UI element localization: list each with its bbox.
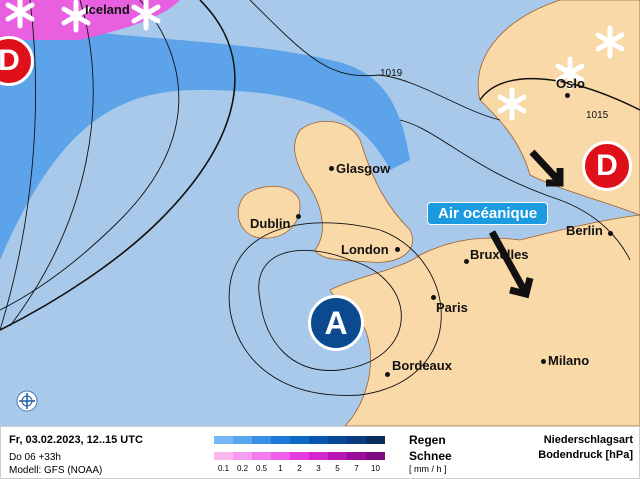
- city-label-glasgow: Glasgow: [336, 161, 391, 176]
- rain-swatch: [366, 436, 385, 444]
- snow-icon: [555, 56, 585, 90]
- rain-swatch: [214, 436, 233, 444]
- city-label-paris: Paris: [436, 300, 468, 315]
- wind-arrow-icon: [488, 149, 564, 299]
- snow-swatch: [347, 452, 366, 460]
- legend-title-pressure: Bodendruck [hPa]: [538, 449, 633, 461]
- snow-label: Schnee: [409, 449, 452, 463]
- snow-swatch: [252, 452, 271, 460]
- high-pressure-marker: A: [308, 295, 364, 351]
- scale-label: 0.2: [236, 464, 249, 473]
- snow-icon: [131, 0, 161, 31]
- snow-icon: [497, 87, 527, 121]
- snow-swatch: [233, 452, 252, 460]
- rain-swatch: [347, 436, 366, 444]
- snow-color-scale: [214, 452, 385, 460]
- rain-swatch: [309, 436, 328, 444]
- rain-swatch: [328, 436, 347, 444]
- land-great-britain: [294, 121, 413, 263]
- city-dot: [608, 231, 613, 236]
- rain-area: [0, 20, 410, 260]
- snow-icon: [61, 0, 91, 33]
- city-dot: [329, 166, 334, 171]
- city-dot: [385, 372, 390, 377]
- forecast-step: Do 06 +33h: [9, 452, 61, 463]
- rain-swatch: [233, 436, 252, 444]
- scale-label: 7: [354, 464, 359, 473]
- scale-labels: 0.1 0.2 0.5 1 2 3 5 7 10: [214, 464, 385, 473]
- city-label-dublin: Dublin: [250, 216, 291, 231]
- legend-title-precipitation: Niederschlagsart: [543, 434, 633, 446]
- snow-swatch: [214, 452, 233, 460]
- scale-label: 5: [335, 464, 340, 473]
- map-layer: [0, 0, 640, 426]
- low-pressure-marker: D: [0, 36, 34, 86]
- city-label-bordeaux: Bordeaux: [392, 358, 452, 373]
- rain-swatch: [290, 436, 309, 444]
- rain-swatch: [271, 436, 290, 444]
- city-label-london: London: [341, 242, 389, 257]
- snow-icon: [5, 0, 35, 29]
- city-label-bruxelles: Bruxelles: [470, 247, 529, 262]
- unit-label: [ mm / h ]: [409, 464, 447, 474]
- weather-map: Iceland D D A 1019 1015 Air océanique Gl…: [0, 0, 640, 426]
- low-pressure-marker: D: [582, 141, 632, 191]
- city-dot: [464, 259, 469, 264]
- city-dot: [565, 93, 570, 98]
- rain-swatch: [252, 436, 271, 444]
- wind-arrows: [488, 149, 564, 299]
- rain-color-scale: [214, 436, 385, 444]
- model-name: Modell: GFS (NOAA): [9, 465, 103, 476]
- isobars: [0, 0, 640, 396]
- city-dot: [296, 214, 301, 219]
- scale-label: 3: [316, 464, 321, 473]
- scale-label: 0.5: [255, 464, 268, 473]
- snow-swatch: [271, 452, 290, 460]
- snow-swatch: [309, 452, 328, 460]
- isobar-label: 1015: [586, 110, 609, 121]
- datetime: Fr, 03.02.2023, 12..15 UTC: [9, 434, 143, 446]
- snow-icon: [595, 25, 625, 59]
- scale-label: 1: [278, 464, 283, 473]
- scale-label: 10: [371, 464, 380, 473]
- legend-footer: Fr, 03.02.2023, 12..15 UTC Do 06 +33h Mo…: [0, 426, 640, 479]
- city-dot: [541, 359, 546, 364]
- isobar-label: 1019: [380, 68, 403, 79]
- compass-icon[interactable]: [16, 390, 38, 412]
- city-dot: [395, 247, 400, 252]
- snow-swatch: [328, 452, 347, 460]
- city-dot: [431, 295, 436, 300]
- city-label-milano: Milano: [548, 353, 590, 368]
- city-label-oslo: Oslo: [556, 76, 585, 91]
- land-ireland: [237, 186, 301, 239]
- city-label-berlin: Berlin: [566, 223, 603, 238]
- scale-label: 0.1: [217, 464, 230, 473]
- scale-label: 2: [297, 464, 302, 473]
- city-label-iceland: Iceland: [85, 2, 130, 17]
- rain-label: Regen: [409, 433, 446, 447]
- snow-swatch: [366, 452, 385, 460]
- air-mass-label: Air océanique: [427, 202, 549, 225]
- snow-swatch: [290, 452, 309, 460]
